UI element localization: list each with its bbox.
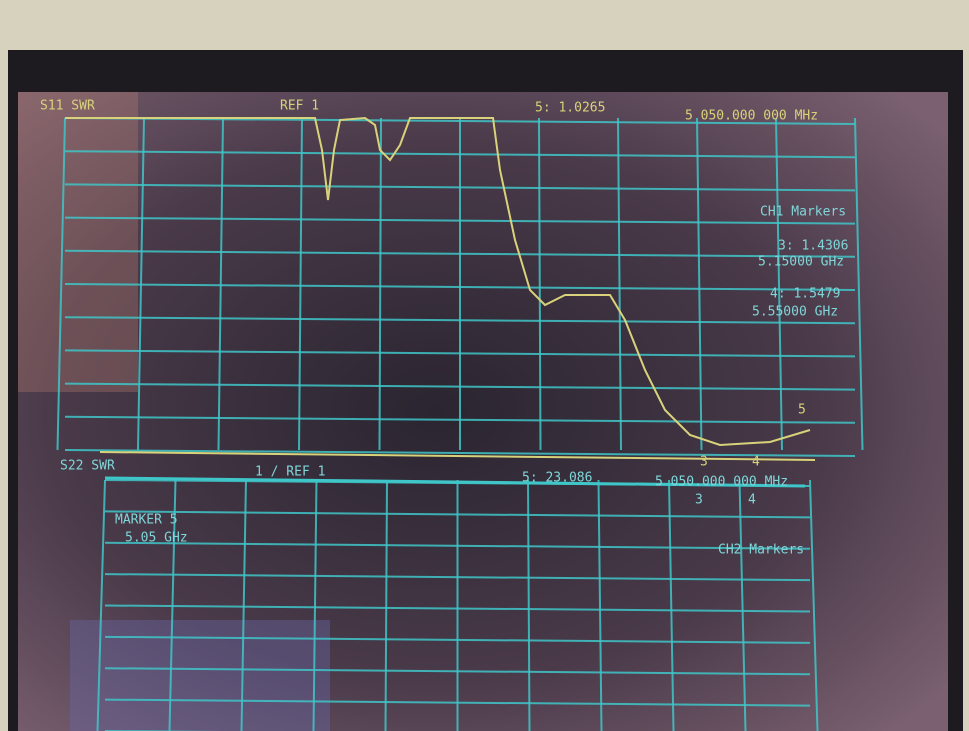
ch2-header: S22 SWR — [60, 459, 115, 474]
ch1-readout: 5: 1.0265 — [535, 101, 605, 116]
grid-line — [617, 117, 622, 451]
grid-line — [96, 479, 106, 731]
grid-line — [64, 316, 856, 325]
ch1-markers-title: CH1 Markers — [760, 205, 846, 220]
grid-line — [104, 510, 811, 519]
grid-line — [738, 479, 747, 731]
ch1-flag: 4 — [752, 455, 760, 470]
ch1-ref: REF 1 — [280, 99, 319, 114]
ch1-marker-freq: 5.55000 GHz — [752, 305, 838, 320]
glare — [18, 92, 138, 392]
grid-line — [384, 479, 388, 731]
grid-line — [809, 479, 819, 731]
ch2-flag: 4 — [748, 493, 756, 508]
ch2-marker-label: MARKER 5 — [115, 513, 178, 528]
ch1-frequency: 5 050.000 000 MHz — [685, 109, 818, 124]
grid-line — [538, 117, 542, 451]
ch1-marker-value: 4: 1.5479 — [770, 287, 840, 302]
ch1-baseline — [99, 451, 816, 461]
grid-line — [696, 117, 703, 451]
grid-line — [104, 667, 811, 676]
grid-line — [64, 216, 856, 225]
grid-line — [104, 698, 811, 707]
ch2-flag: 3 — [695, 493, 703, 508]
grid-line — [104, 635, 811, 644]
grid-line — [64, 415, 856, 424]
grid-line — [217, 117, 224, 451]
grid-line — [64, 382, 856, 391]
grid-line — [64, 449, 856, 457]
grid-line — [527, 479, 531, 731]
ch2-marker-freq: 5.05 GHz — [125, 531, 188, 546]
grid-line — [668, 479, 675, 731]
ch1-marker-freq: 5.15000 GHz — [758, 255, 844, 270]
ch1-flag: 3 — [700, 455, 708, 470]
ch2-trace — [104, 476, 806, 488]
ch1-header: S11 SWR — [40, 99, 95, 114]
grid-line — [298, 117, 303, 451]
grid-line — [104, 604, 811, 613]
ch1-grid — [56, 117, 864, 457]
ch1-marker-value: 3: 1.4306 — [778, 239, 848, 254]
grid-line — [64, 349, 856, 358]
grid-line — [64, 249, 856, 258]
grid-line — [64, 150, 856, 159]
grid-line — [378, 117, 382, 451]
grid-line — [240, 479, 247, 731]
grid-line — [56, 117, 66, 451]
grid-line — [64, 183, 856, 192]
ch2-frequency: 5 050.000 000 MHz — [655, 475, 788, 490]
grid-line — [854, 117, 864, 451]
grid-line — [104, 573, 811, 582]
grid-line — [775, 117, 783, 451]
ch1-flag: 5 — [798, 403, 806, 418]
ch2-ref: 1 / REF 1 — [255, 465, 325, 480]
grid-line — [597, 479, 603, 731]
grid-line — [104, 541, 811, 550]
ch1-trace — [65, 116, 811, 447]
ch2-readout: 5: 23.086 — [522, 471, 592, 486]
ch2-markers-title: CH2 Markers — [718, 543, 804, 558]
grid-line — [64, 283, 856, 291]
grid-line — [312, 479, 318, 731]
